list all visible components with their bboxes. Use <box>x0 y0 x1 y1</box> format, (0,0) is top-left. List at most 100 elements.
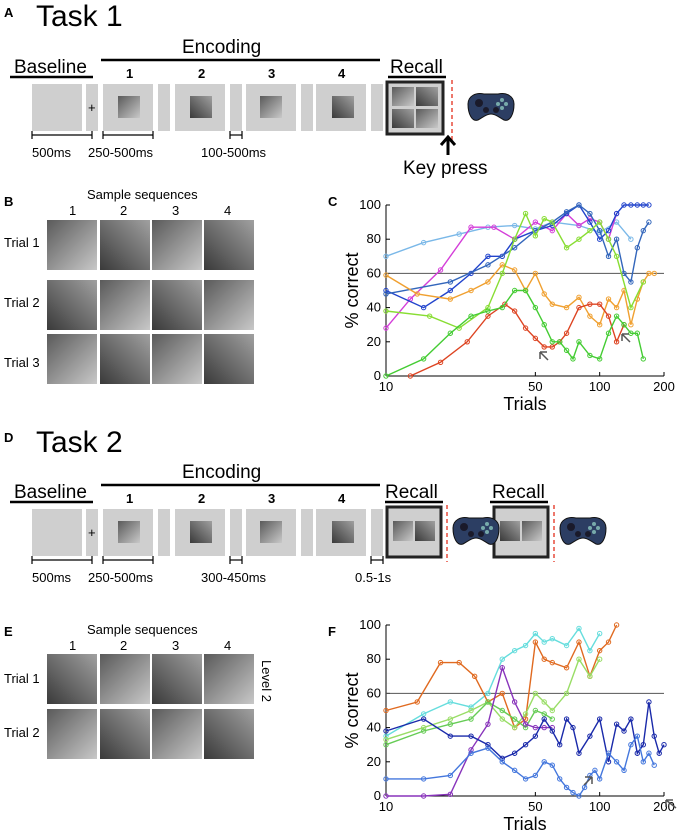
y-tick-label: 40 <box>367 300 381 315</box>
data-point <box>570 724 576 731</box>
data-point <box>613 622 620 628</box>
col-label: 3 <box>172 638 179 653</box>
data-point <box>532 270 539 277</box>
task1-frame-num: 3 <box>268 66 275 81</box>
data-point <box>383 793 389 799</box>
data-point <box>563 245 570 251</box>
data-point <box>420 793 427 799</box>
task1-title: Task 1 <box>36 0 123 33</box>
data-point <box>634 202 641 208</box>
data-point <box>532 304 539 311</box>
y-tick-label: 20 <box>367 334 381 349</box>
task2-encoding-label: Encoding <box>182 462 261 483</box>
data-point <box>502 301 508 307</box>
gamepad-icon <box>559 516 607 545</box>
fixation-cross: + <box>88 525 96 540</box>
data-point <box>549 344 555 350</box>
task2-frame-num: 4 <box>338 491 346 506</box>
data-point <box>437 267 444 273</box>
series-line <box>386 734 655 797</box>
data-point <box>383 308 389 314</box>
data-point <box>596 301 603 307</box>
data-point <box>587 301 593 307</box>
series-line <box>385 624 618 729</box>
data-point <box>563 642 570 649</box>
data-point <box>541 716 547 722</box>
arrow-up-icon <box>439 134 457 155</box>
data-point <box>532 335 539 342</box>
data-point <box>511 308 518 314</box>
x-tick-label: 50 <box>528 799 542 814</box>
series-line <box>386 665 553 797</box>
data-point <box>605 253 612 259</box>
data-point <box>541 724 547 731</box>
data-point <box>563 716 570 722</box>
data-point <box>634 750 641 756</box>
data-point <box>383 776 389 782</box>
task1-time-brackets <box>31 131 243 139</box>
data-point <box>613 759 620 765</box>
row-label: Trial 2 <box>4 295 40 310</box>
data-point <box>541 656 547 662</box>
data-point <box>640 202 646 208</box>
data-point <box>499 270 505 277</box>
data-point <box>485 308 491 314</box>
data-point <box>563 665 570 671</box>
data-point <box>447 716 454 722</box>
data-point <box>420 728 427 734</box>
gamepad-icon <box>467 92 515 121</box>
task1-frame-num: 2 <box>198 66 205 81</box>
data-point <box>499 716 505 722</box>
data-point <box>605 236 612 242</box>
y-tick-label: 40 <box>367 720 381 735</box>
stimulus-image <box>190 521 212 543</box>
data-point <box>447 330 454 336</box>
data-point <box>605 313 612 319</box>
panel-label-c: C <box>328 194 338 209</box>
data-point <box>621 728 627 734</box>
data-point <box>634 330 641 336</box>
data-point <box>596 356 603 362</box>
chart-c: 0 20 40 60 80 100 10 50 100 200 Trials % correct <box>342 197 675 414</box>
data-point <box>605 227 612 234</box>
data-point <box>646 270 652 277</box>
data-point <box>511 716 518 722</box>
data-point <box>511 267 518 273</box>
y-tick-label: 20 <box>367 754 381 769</box>
data-point <box>532 707 539 714</box>
data-point <box>532 219 539 225</box>
data-point <box>640 742 646 748</box>
data-point <box>570 356 576 362</box>
data-point <box>414 291 420 297</box>
data-point <box>563 304 570 311</box>
data-point <box>576 236 582 242</box>
data-point <box>414 699 420 705</box>
data-point <box>456 659 462 666</box>
data-point <box>605 296 612 302</box>
data-point <box>656 750 662 756</box>
data-point <box>447 772 454 779</box>
data-point <box>549 227 555 234</box>
data-point <box>485 690 491 697</box>
panel-label-b: B <box>4 194 13 209</box>
col-label: 3 <box>172 203 179 218</box>
col-label: 4 <box>224 203 231 218</box>
data-point <box>468 224 474 230</box>
data-point <box>420 304 427 311</box>
x-tick-label: 10 <box>379 799 393 814</box>
row-label: Trial 1 <box>4 671 40 686</box>
x-axis-label: Trials <box>503 394 546 414</box>
series-line <box>385 627 601 737</box>
y-tick-label: 100 <box>359 617 381 632</box>
task1-baseline-label: Baseline <box>14 57 87 78</box>
panel-label-d: D <box>4 430 13 445</box>
data-point <box>437 359 444 366</box>
data-point <box>596 322 603 328</box>
data-point <box>596 236 603 242</box>
data-point <box>511 647 518 654</box>
data-point <box>511 222 518 229</box>
panel-label-a: A <box>4 5 14 20</box>
stimulus-image <box>190 96 212 118</box>
data-point <box>621 202 627 208</box>
data-point <box>541 711 547 717</box>
